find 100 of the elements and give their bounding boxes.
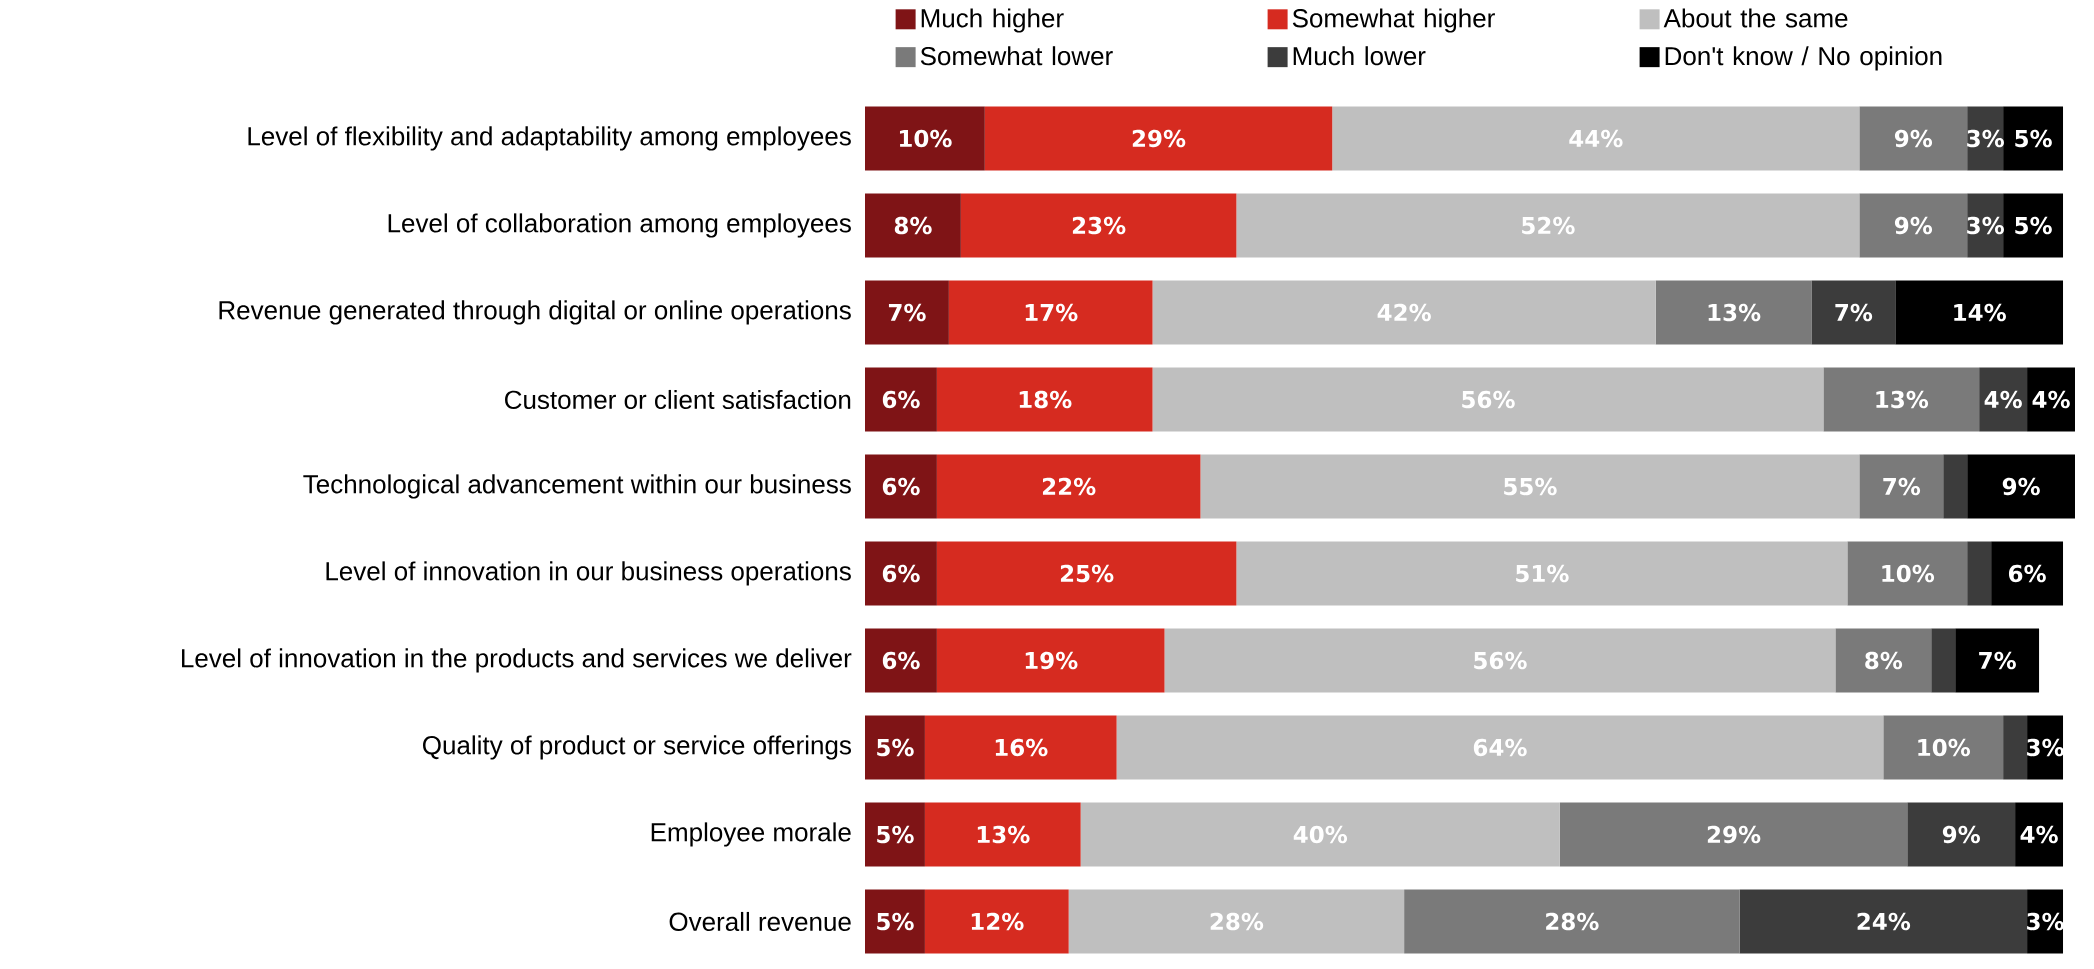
bar [2003, 193, 2064, 258]
bar [2027, 367, 2075, 432]
data-label: 7% [1883, 477, 1921, 496]
bar [936, 628, 1165, 693]
data-label: 28% [1210, 912, 1264, 931]
data-label: 14% [1954, 303, 2006, 322]
y-tick-label: Employee morale [651, 822, 851, 847]
data-label: 3% [2027, 912, 2064, 931]
data-label: 40% [1293, 825, 1348, 844]
data-label: 44% [1569, 129, 1623, 148]
bar [865, 367, 937, 432]
data-label: 6% [2008, 564, 2046, 583]
bar [960, 193, 1237, 258]
data-label: 9% [2002, 477, 2040, 496]
legend-label: Much lower [1293, 46, 1426, 66]
data-label: 5% [877, 912, 914, 931]
data-label: 6% [882, 564, 920, 583]
data-label: 19% [1025, 651, 1078, 670]
data-label: 7% [888, 303, 926, 322]
bar [865, 280, 949, 345]
data-label: 22% [1042, 477, 1096, 496]
y-tick-label: Level of innovation in our business operations [326, 561, 851, 586]
data-label: 5% [2015, 129, 2052, 148]
bar [924, 715, 1117, 780]
data-label: 3% [1967, 129, 2004, 148]
bar [1967, 454, 2075, 519]
bar [1739, 889, 2028, 954]
legend-label: Somewhat lower [920, 46, 1113, 66]
bar [924, 802, 1081, 867]
bar [1152, 280, 1656, 345]
data-label: 10% [899, 129, 952, 148]
data-label: 51% [1516, 564, 1569, 583]
data-label: 9% [1894, 216, 1933, 235]
data-label: 6% [882, 477, 920, 496]
bar [1835, 628, 1932, 693]
data-label: 29% [1132, 129, 1186, 148]
data-label: 56% [1474, 651, 1527, 670]
data-label: 17% [1025, 303, 1078, 322]
legend-label: About the same [1663, 8, 1848, 28]
y-tick-label: Level of collaboration among employees [388, 213, 851, 238]
legend-label: Much higher [921, 8, 1064, 33]
data-label: 55% [1504, 477, 1557, 496]
data-label: 5% [877, 825, 914, 844]
bar [936, 367, 1153, 432]
bar [1811, 280, 1896, 345]
bar [1655, 280, 1812, 345]
bar [1068, 889, 1405, 954]
data-label: 13% [1876, 390, 1929, 409]
data-label: 8% [894, 216, 932, 235]
data-label: 13% [977, 825, 1030, 844]
bar [1236, 541, 1848, 606]
bar [1895, 280, 2064, 345]
bar [865, 715, 925, 780]
data-label: 10% [1918, 738, 1971, 757]
legend-label: Somewhat higher [1292, 8, 1495, 33]
data-label: 24% [1857, 912, 1911, 931]
bar [1991, 541, 2064, 606]
data-label: 23% [1072, 216, 1126, 235]
data-label: 52% [1522, 216, 1575, 235]
bar [1847, 541, 1968, 606]
data-label: 56% [1462, 390, 1515, 409]
data-label: 9% [1894, 129, 1933, 148]
data-label: 7% [1979, 651, 2016, 670]
bar [984, 106, 1333, 171]
bar [1116, 715, 1884, 780]
data-label: 5% [2015, 216, 2052, 235]
y-tick-label: Level of innovation in the products and services we deliver [182, 648, 852, 673]
bar [865, 106, 985, 171]
bar [1859, 454, 1944, 519]
bar [1236, 193, 1860, 258]
y-tick-label: Overall revenue [669, 911, 851, 932]
bar [865, 628, 937, 693]
data-label: 16% [995, 738, 1048, 757]
bar [865, 889, 925, 954]
data-label: 18% [1019, 390, 1072, 409]
data-label: 9% [1942, 825, 1980, 844]
data-label: 6% [882, 651, 920, 670]
bar [936, 454, 1201, 519]
data-label: 13% [1708, 303, 1761, 322]
bar [1859, 193, 1968, 258]
bar [1823, 367, 1980, 432]
bar [1907, 802, 2016, 867]
bar [2003, 106, 2064, 171]
data-label: 7% [1835, 303, 1873, 322]
bar [1967, 541, 1992, 606]
bar [1332, 106, 1860, 171]
bar [1883, 715, 2004, 780]
data-label: 4% [2032, 390, 2070, 409]
data-label: 10% [1882, 564, 1935, 583]
bar [1404, 889, 1740, 954]
bar [924, 889, 1069, 954]
data-label: 28% [1546, 912, 1599, 931]
bar [1859, 106, 1968, 171]
data-label: 25% [1060, 564, 1114, 583]
y-tick-label: Customer or client satisfaction [505, 389, 851, 410]
data-label: 8% [1865, 651, 1903, 670]
legend-label: Don't know / No opinion [1665, 46, 1942, 71]
bar [1200, 454, 1860, 519]
data-label: 4% [2020, 825, 2058, 844]
y-tick-label: Quality of product or service offerings [423, 735, 851, 760]
